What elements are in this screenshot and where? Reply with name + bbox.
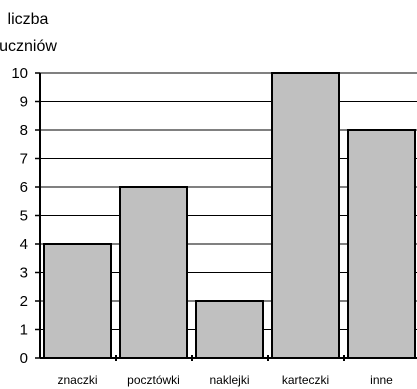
axes: [35, 72, 417, 361]
y-axis-label: liczba uczniów: [0, 11, 57, 55]
bar-karteczki: [271, 72, 340, 359]
y-tick-label: 5: [20, 208, 28, 225]
bar-pocztówki: [119, 186, 188, 359]
y-axis-label-line-1: liczba: [8, 11, 49, 28]
y-tick-label: 8: [20, 122, 28, 139]
y-tick-label: 9: [20, 94, 28, 111]
y-tick-label: 6: [20, 179, 28, 196]
bar-inne: [347, 129, 416, 359]
bar-naklejki: [195, 300, 264, 359]
y-axis-label-line-2: uczniów: [0, 38, 57, 55]
y-tick-label: 3: [20, 265, 28, 282]
category-label: pocztówki: [127, 373, 180, 387]
y-tick-label: 10: [11, 65, 28, 82]
y-tick-label: 0: [20, 350, 28, 367]
category-label: inne: [370, 373, 393, 387]
y-tick-label: 4: [20, 236, 28, 253]
category-label: naklejki: [209, 373, 249, 387]
y-tick-labels: 0 1 2 3 4 5 6 7 8 9 10: [11, 65, 28, 367]
category-label: znaczki: [57, 373, 97, 387]
bar-znaczki: [43, 243, 112, 359]
category-label: karteczki: [282, 373, 329, 387]
y-tick-label: 7: [20, 151, 28, 168]
category-labels: znaczki pocztówki naklejki karteczki inne: [57, 373, 393, 387]
y-tick-label: 1: [20, 322, 28, 339]
y-tick-label: 2: [20, 293, 28, 310]
